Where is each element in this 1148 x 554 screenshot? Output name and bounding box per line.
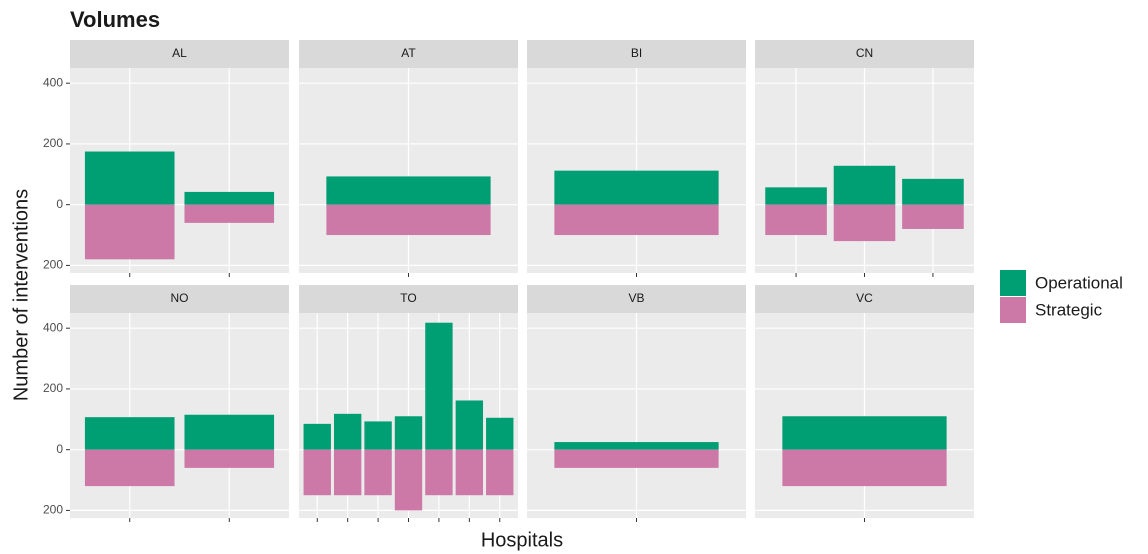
strip: [755, 285, 974, 313]
legend-key: [1000, 297, 1026, 323]
bar: [486, 417, 514, 450]
strip: [755, 40, 974, 68]
y-tick-label: 200: [43, 258, 63, 272]
bar: [326, 204, 491, 236]
bar: [902, 204, 964, 229]
strip: [299, 40, 518, 68]
bar: [394, 416, 423, 450]
bar: [364, 449, 392, 496]
bar: [486, 449, 514, 496]
strip: [527, 285, 746, 313]
bar: [84, 417, 175, 450]
strip-label: VB: [628, 291, 644, 305]
y-axis-title: Number of interventions: [10, 189, 32, 401]
bar: [765, 187, 827, 205]
y-tick-label: 200: [43, 136, 63, 150]
bar: [303, 423, 331, 450]
strip-label: AL: [172, 46, 187, 60]
strip-label: AT: [401, 46, 416, 60]
strip-label: CN: [856, 46, 873, 60]
strip: [527, 40, 746, 68]
bar: [765, 204, 827, 236]
y-tick-label: 0: [56, 442, 63, 456]
y-tick-label: 400: [43, 75, 63, 89]
strip-label: VC: [856, 291, 873, 305]
strip: [299, 285, 518, 313]
bar: [303, 449, 331, 496]
bar: [184, 414, 275, 450]
x-axis-title: Hospitals: [481, 529, 563, 551]
bar: [333, 449, 362, 496]
strip: [70, 285, 289, 313]
bar: [84, 151, 175, 205]
bar: [84, 204, 175, 260]
bar: [833, 204, 896, 242]
bar: [833, 165, 896, 205]
bar: [184, 449, 275, 468]
legend-key: [1000, 270, 1026, 296]
strip-label: TO: [400, 291, 416, 305]
bar: [84, 449, 175, 487]
strip: [70, 40, 289, 68]
bar: [455, 449, 484, 496]
bar: [394, 449, 423, 511]
legend-label: Operational: [1035, 273, 1123, 292]
bar: [554, 449, 719, 468]
bar: [184, 191, 275, 205]
bar: [782, 449, 947, 487]
bar: [554, 442, 719, 450]
strip-label: NO: [171, 291, 189, 305]
bar: [425, 322, 453, 450]
bar: [184, 204, 275, 223]
bar: [326, 176, 491, 205]
bar: [782, 416, 947, 450]
bar: [554, 170, 719, 205]
bar: [425, 449, 453, 496]
bar: [455, 400, 484, 450]
y-tick-label: 0: [56, 197, 63, 211]
bar: [364, 421, 392, 450]
chart-title: Volumes: [70, 7, 160, 32]
legend-label: Strategic: [1035, 300, 1103, 319]
bar: [333, 413, 362, 450]
y-tick-label: 400: [43, 320, 63, 334]
bar: [554, 204, 719, 236]
y-tick-label: 200: [43, 503, 63, 517]
strip-label: BI: [631, 46, 642, 60]
y-tick-label: 200: [43, 381, 63, 395]
bar: [902, 178, 964, 205]
